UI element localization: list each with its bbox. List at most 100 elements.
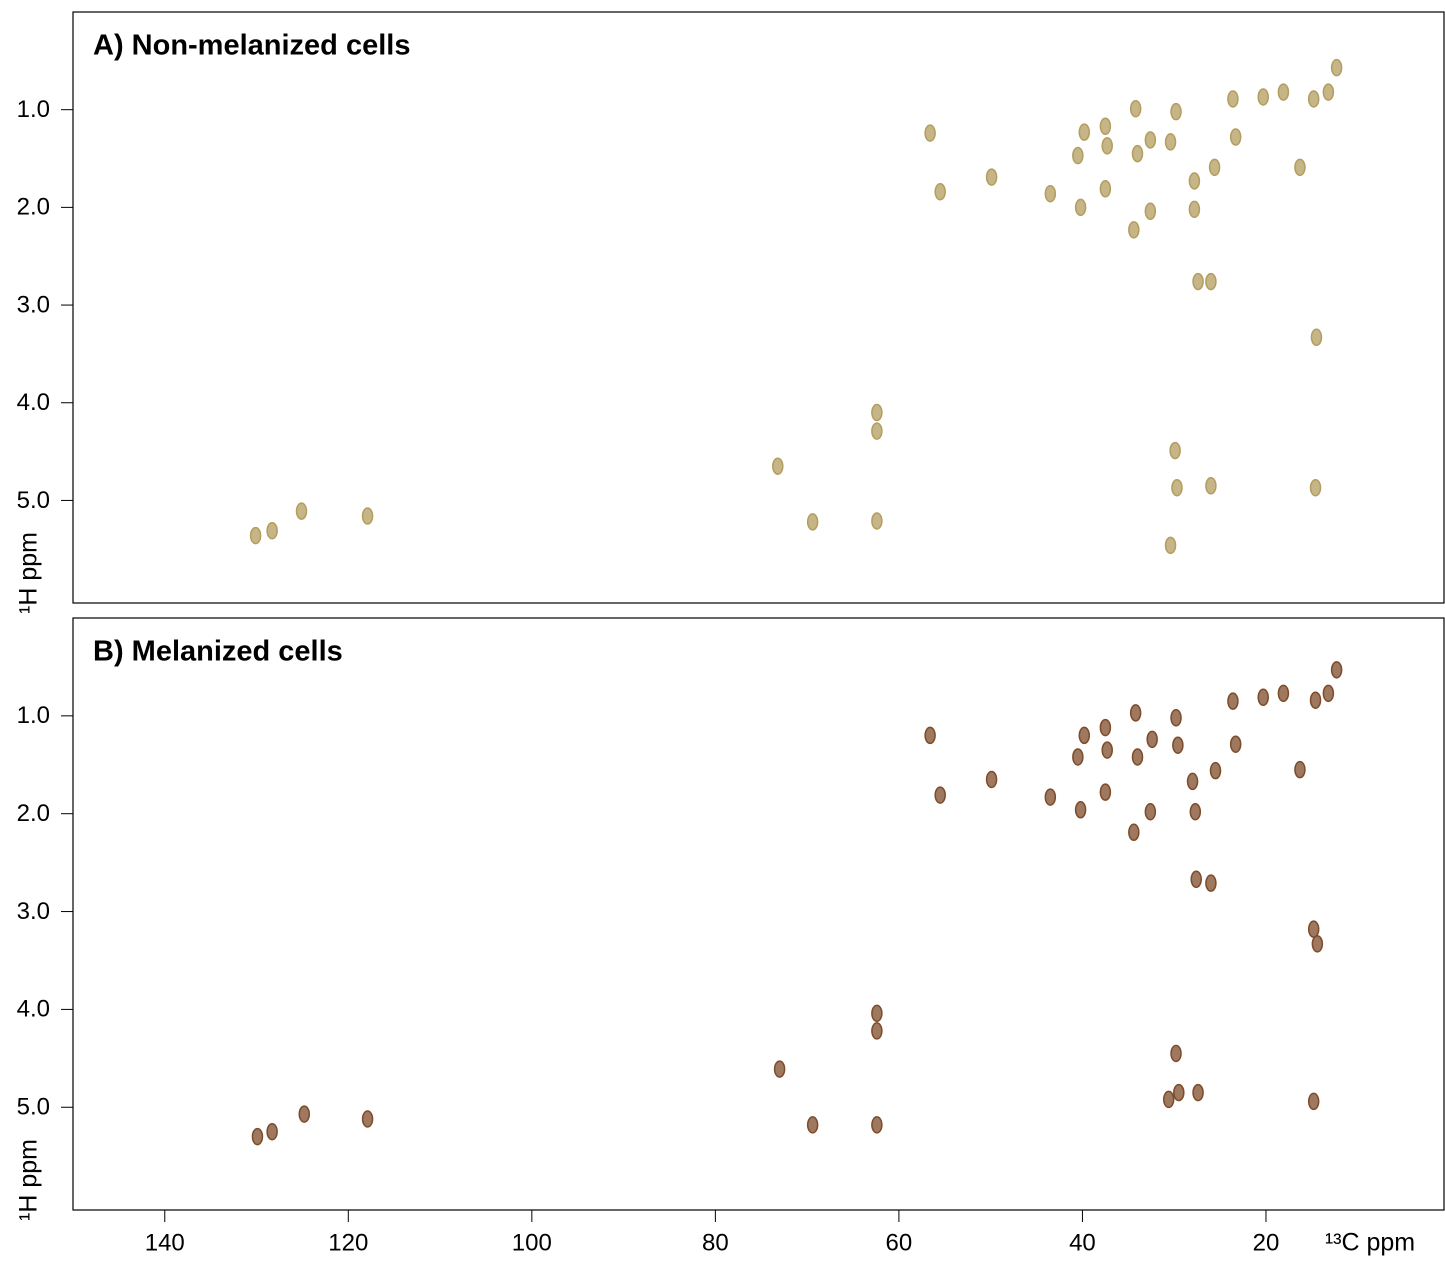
cross-peak — [1144, 202, 1157, 221]
cross-peak — [1322, 83, 1335, 101]
cross-peak — [871, 1022, 883, 1040]
cross-peak — [1044, 788, 1057, 806]
cross-peak — [1257, 88, 1269, 106]
cross-peak — [1144, 802, 1157, 821]
cross-peak — [1330, 58, 1343, 77]
cross-peak — [1229, 128, 1242, 146]
cross-peak — [1257, 688, 1269, 707]
cross-peak — [1205, 272, 1217, 291]
cross-peak — [266, 1122, 278, 1141]
panel-title: B) Melanized cells — [93, 636, 343, 668]
cross-peak — [1311, 935, 1324, 953]
cross-peak — [1171, 478, 1183, 497]
cross-peak — [1131, 748, 1144, 766]
x-tick-label: 80 — [702, 1229, 729, 1256]
y-tick-label: 1.0 — [17, 96, 50, 123]
cross-peak — [1192, 272, 1204, 291]
cross-peak — [871, 422, 883, 440]
cross-peak — [1205, 477, 1217, 495]
plot-frame — [72, 11, 1445, 604]
cross-peak — [249, 526, 262, 545]
cross-peak — [266, 521, 278, 540]
cross-peak — [1307, 90, 1320, 108]
y-tick-label: 3.0 — [17, 291, 50, 318]
y-axis-label: ¹H ppm — [15, 532, 43, 614]
cross-peak — [1309, 478, 1322, 497]
plot-frame — [72, 617, 1445, 1211]
cross-peak — [1277, 83, 1290, 101]
y-tick-label: 2.0 — [17, 194, 50, 221]
y-tick-label: 4.0 — [17, 996, 50, 1023]
cross-peak — [1078, 123, 1091, 141]
cross-peak — [1128, 823, 1140, 842]
cross-peak — [1277, 684, 1290, 703]
x-tick-label: 40 — [1069, 1229, 1096, 1256]
cross-peak — [1172, 736, 1184, 754]
cross-peak — [1101, 741, 1113, 759]
cross-peak — [1173, 1083, 1185, 1102]
x-tick-label: 20 — [1253, 1229, 1280, 1256]
x-tick-label: 60 — [886, 1229, 913, 1256]
cross-peak — [1169, 441, 1181, 460]
cross-peak — [1330, 661, 1343, 679]
cross-peak — [773, 1060, 786, 1078]
cross-peak — [1190, 870, 1202, 889]
y-axis-label: ¹H ppm — [15, 1139, 43, 1221]
cross-peak — [985, 168, 998, 186]
cross-peak — [1072, 748, 1084, 766]
cross-peak — [298, 1105, 311, 1123]
cross-peak — [806, 1116, 819, 1134]
cross-peak — [1131, 144, 1144, 163]
cross-peak — [1192, 1083, 1204, 1102]
cross-peak — [871, 512, 883, 530]
cross-peak — [934, 182, 946, 201]
y-tick-label: 1.0 — [17, 702, 50, 729]
cross-peak — [1209, 761, 1222, 780]
cross-peak — [1164, 536, 1177, 555]
cross-peak — [1227, 692, 1239, 710]
cross-peak — [1072, 146, 1084, 165]
y-tick-label: 2.0 — [17, 800, 50, 827]
cross-peak — [1294, 760, 1306, 779]
cross-peak — [1128, 221, 1140, 239]
cross-peak — [1078, 726, 1091, 745]
cross-peak — [1099, 180, 1112, 198]
cross-peak — [924, 124, 936, 142]
cross-peak — [934, 786, 946, 804]
x-tick-label: 140 — [145, 1229, 185, 1256]
cross-peak — [361, 507, 374, 525]
cross-peak — [1099, 718, 1112, 737]
cross-peak — [1074, 198, 1087, 217]
cross-peak — [1229, 735, 1242, 753]
cross-peak — [1170, 102, 1182, 121]
cross-peak — [1186, 772, 1199, 791]
cross-peak — [361, 1110, 374, 1128]
cross-peak — [772, 457, 784, 475]
cross-peak — [1208, 158, 1221, 177]
cross-peak — [1101, 137, 1113, 155]
x-tick-label: 120 — [328, 1229, 368, 1256]
cross-peak — [1188, 172, 1201, 190]
cross-peak — [1322, 684, 1335, 703]
cross-peak — [924, 726, 936, 745]
cross-peak — [1129, 99, 1142, 118]
panel-title: A) Non-melanized cells — [93, 30, 410, 62]
cross-peak — [1294, 158, 1306, 177]
cross-peak — [1307, 920, 1320, 938]
cross-peak — [1164, 133, 1177, 151]
cross-peak — [806, 513, 819, 531]
cross-peak — [1099, 783, 1112, 801]
cross-peak — [1309, 691, 1322, 709]
cross-peak — [871, 1116, 883, 1134]
cross-peak — [1162, 1090, 1175, 1109]
x-axis-label: ¹³C ppm — [1325, 1229, 1415, 1257]
cross-peak — [1205, 874, 1217, 892]
y-tick-label: 3.0 — [17, 898, 50, 925]
cross-peak — [871, 1004, 883, 1023]
cross-peak — [295, 502, 308, 520]
cross-peak — [1044, 184, 1057, 203]
cross-peak — [1227, 90, 1239, 108]
y-tick-label: 5.0 — [17, 1094, 50, 1121]
cross-peak — [1307, 1092, 1320, 1111]
